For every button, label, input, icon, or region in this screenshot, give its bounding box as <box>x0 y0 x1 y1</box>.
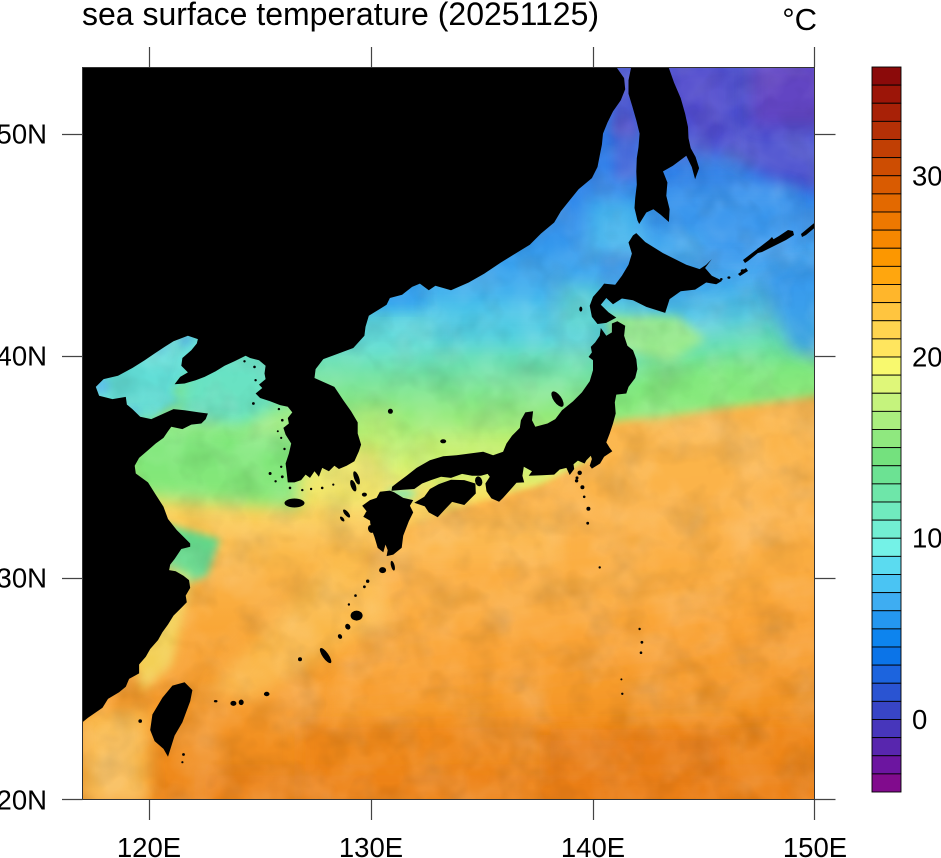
svg-text:50N: 50N <box>0 119 47 150</box>
svg-text:140E: 140E <box>561 832 625 858</box>
svg-text:20: 20 <box>912 342 941 373</box>
svg-text:40N: 40N <box>0 341 47 372</box>
svg-text:30: 30 <box>912 161 941 192</box>
svg-text:sea surface temperature (20251: sea surface temperature (20251125) <box>82 0 599 32</box>
svg-text:30N: 30N <box>0 563 47 594</box>
svg-text:10: 10 <box>912 523 941 554</box>
svg-text:0: 0 <box>912 704 927 735</box>
svg-text:°C: °C <box>782 2 817 37</box>
svg-text:20N: 20N <box>0 785 47 816</box>
svg-text:120E: 120E <box>117 832 181 858</box>
svg-text:130E: 130E <box>339 832 403 858</box>
svg-text:150E: 150E <box>783 832 847 858</box>
